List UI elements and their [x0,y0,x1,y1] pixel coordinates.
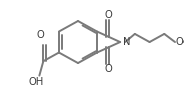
Text: O: O [105,64,112,74]
Text: O: O [105,10,112,20]
Text: OH: OH [29,77,44,87]
Text: O: O [36,30,44,40]
Text: N: N [123,37,131,47]
Text: O: O [175,37,183,47]
